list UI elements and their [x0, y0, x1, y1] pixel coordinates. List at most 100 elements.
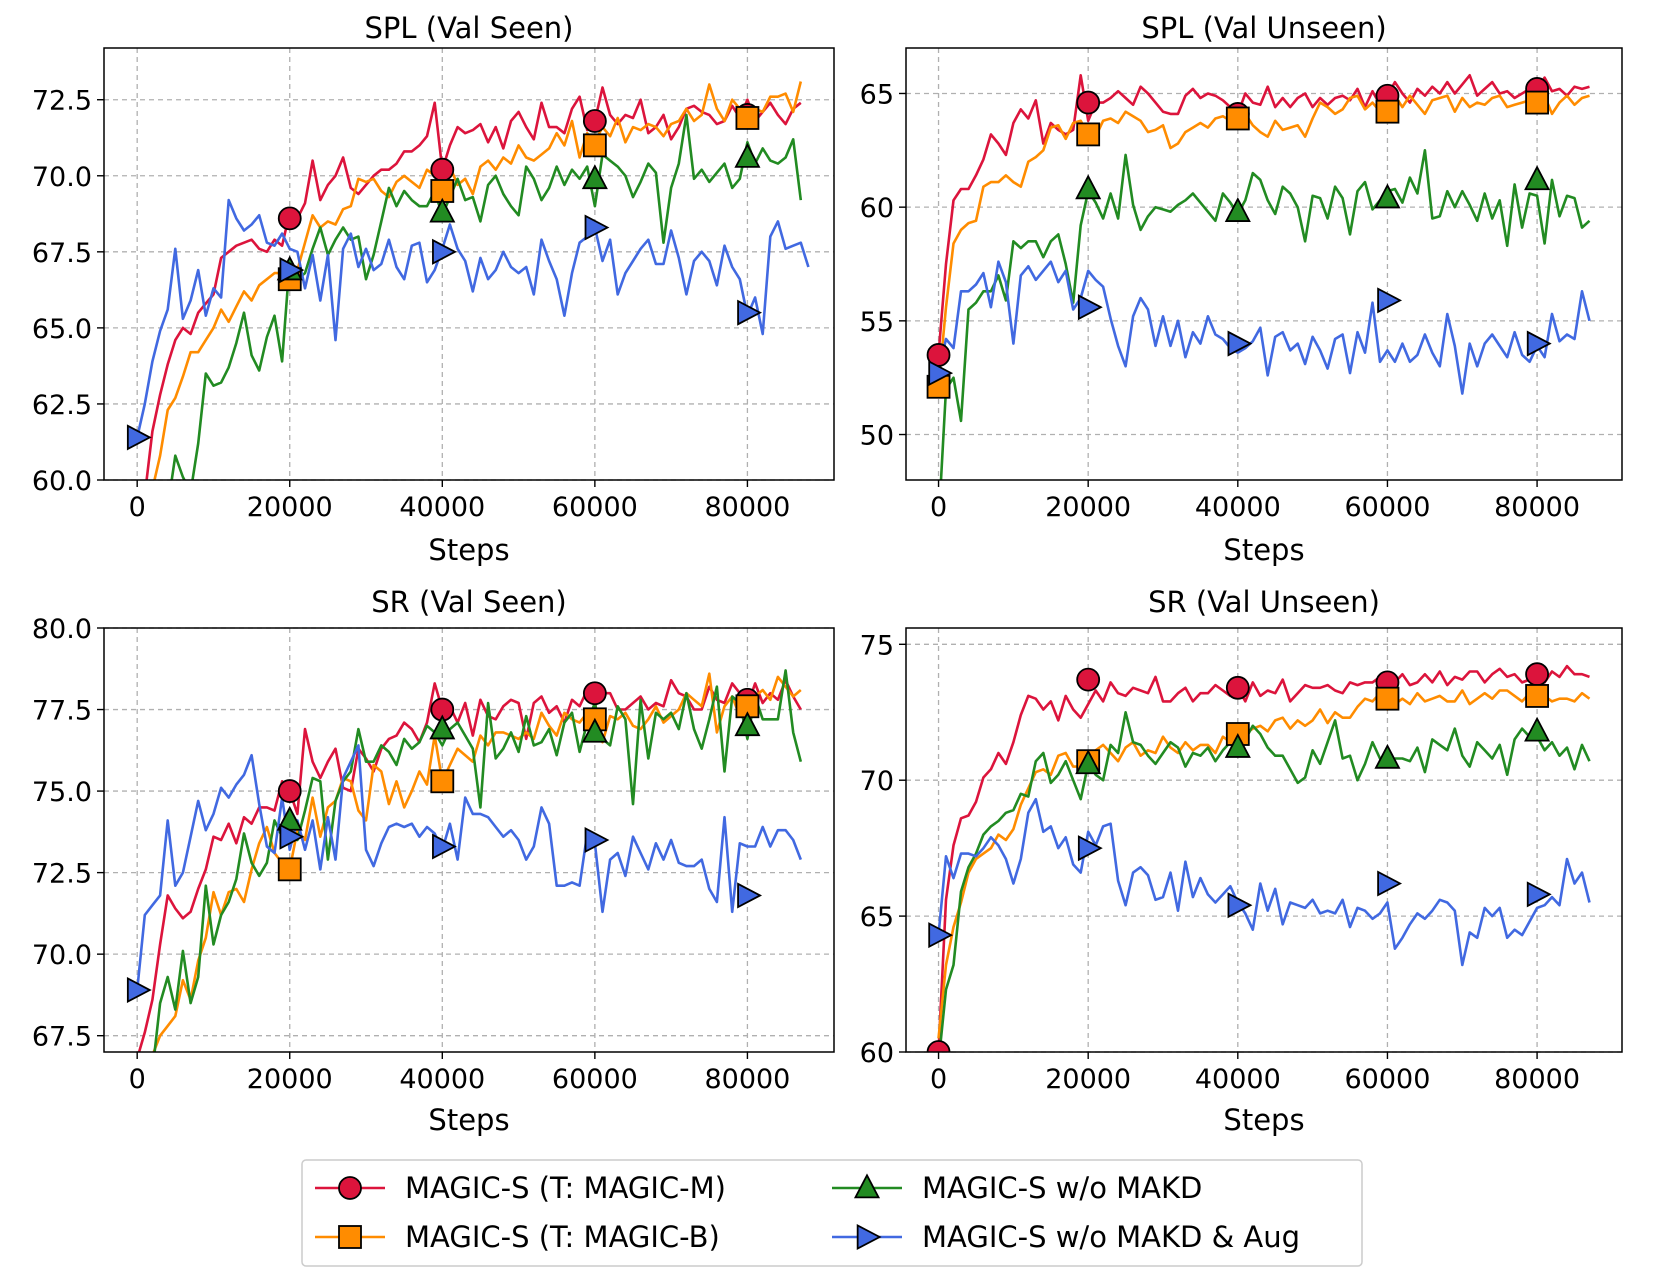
triangle-right-marker [737, 882, 763, 909]
x-axis-label: Steps [428, 533, 509, 567]
triangle-right-marker-icon [856, 1223, 882, 1251]
triangle-up-marker [1075, 174, 1102, 200]
triangle-right-marker [1077, 294, 1103, 321]
plot-area: 0 20000 40000 60000 80000 60.0 62.5 65.0 67.5 70.… [32, 47, 835, 523]
y-tick-label: 70.0 [32, 162, 92, 193]
circle-marker [1076, 667, 1101, 692]
legend-entry: MAGIC-S (T: MAGIC-B) [315, 1220, 720, 1254]
square-marker [1225, 106, 1250, 131]
x-tick-label: 0 [129, 1064, 146, 1095]
axes-frame [905, 47, 1623, 481]
x-tick-label: 80000 [704, 492, 790, 523]
series-line [937, 94, 1590, 387]
circle-marker [926, 1040, 951, 1052]
square-marker [1076, 122, 1101, 147]
circle-marker [277, 206, 302, 231]
y-tick-label: 77.5 [32, 696, 92, 727]
legend-label: MAGIC-S w/o MAKD [922, 1171, 1202, 1205]
triangle-up-marker [1224, 197, 1251, 222]
square-marker [1525, 90, 1549, 115]
triangle-right-marker [1526, 330, 1552, 357]
y-tick-label: 70 [860, 766, 894, 797]
series-line [170, 113, 803, 480]
square-marker [1375, 686, 1400, 711]
x-tick-label: 40000 [1195, 492, 1281, 523]
y-tick-label: 72.5 [32, 859, 92, 890]
y-tick-label: 70.0 [32, 940, 92, 971]
legend-frame [301, 1159, 1363, 1267]
triangle-right-marker [737, 299, 763, 326]
legend-entry: MAGIC-S w/o MAKD & Aug [832, 1220, 1300, 1254]
square-marker-icon [338, 1225, 362, 1249]
circle-marker-icon [338, 1176, 362, 1200]
circle-marker [1225, 675, 1250, 700]
triangle-right-marker [1377, 287, 1403, 314]
triangle-right-marker [1227, 330, 1253, 357]
plot-area: 0 20000 40000 60000 80000 67.5 70.0 72.5 75.0 77.… [32, 614, 835, 1095]
x-tick-label: 20000 [247, 1064, 333, 1095]
x-tick-label: 60000 [1344, 492, 1430, 523]
subplot-sr-val-unseen: SR (Val Unseen) 0 20000 40000 60000 80000 60 6… [860, 585, 1623, 1137]
series-line [938, 710, 1591, 1052]
circle-marker [1525, 662, 1549, 687]
triangle-right-marker [1526, 881, 1552, 908]
subplot-spl-val-seen: SPL (Val Seen) 0 20000 40000 60000 80000 60.0… [32, 11, 835, 567]
triangle-right-marker [1377, 870, 1403, 897]
circle-marker [430, 157, 455, 182]
axes-frame [103, 627, 835, 1053]
legend-label: MAGIC-S (T: MAGIC-B) [405, 1220, 720, 1254]
y-tick-label: 55 [860, 307, 894, 338]
series-line [939, 149, 1591, 480]
triangle-right-marker [279, 257, 305, 284]
triangle-right-marker [856, 1223, 882, 1251]
subplot-title: SPL (Val Seen) [364, 11, 573, 45]
subplot-title: SR (Val Unseen) [1148, 585, 1380, 619]
y-tick-label: 60 [860, 1038, 894, 1069]
legend-entry: MAGIC-S (T: MAGIC-M) [315, 1171, 726, 1205]
x-tick-label: 0 [129, 492, 146, 523]
x-tick-label: 60000 [1344, 1064, 1430, 1095]
axes-frame [103, 47, 835, 481]
circle-marker [338, 1176, 362, 1200]
x-axis-label: Steps [1223, 1103, 1304, 1137]
triangle-up-marker [1524, 165, 1551, 191]
series-line [135, 744, 803, 991]
triangle-right-marker [1227, 892, 1253, 919]
series-line [153, 669, 803, 1052]
series-line [152, 672, 802, 1052]
y-tick-label: 65.0 [32, 314, 92, 345]
legend: MAGIC-S (T: MAGIC-M) MAGIC-S (T: MAGIC-B… [301, 1159, 1363, 1267]
legend-label: MAGIC-S w/o MAKD & Aug [922, 1220, 1300, 1254]
triangle-up-marker [1374, 743, 1401, 769]
y-tick-label: 80.0 [32, 614, 92, 645]
y-tick-label: 65 [860, 79, 894, 110]
triangle-right-marker [432, 833, 457, 860]
triangle-right-marker [584, 214, 610, 241]
y-tick-label: 60 [860, 193, 894, 224]
series-layer [926, 662, 1591, 1052]
y-tick-label: 60.0 [32, 466, 92, 497]
series-layer [126, 81, 810, 480]
x-tick-label: 20000 [247, 492, 333, 523]
y-tick-label: 67.5 [32, 238, 92, 269]
x-tick-label: 20000 [1045, 1064, 1131, 1095]
circle-marker [1076, 90, 1101, 115]
x-tick-label: 0 [930, 492, 947, 523]
triangle-up-marker [429, 197, 456, 223]
circle-marker [582, 681, 607, 706]
square-marker [735, 106, 760, 130]
x-tick-label: 80000 [1494, 492, 1580, 523]
triangle-up-marker [429, 714, 456, 740]
x-tick-label: 20000 [1045, 492, 1131, 523]
y-tick-label: 75.0 [32, 777, 92, 808]
triangle-up-marker [581, 717, 608, 743]
triangle-right-marker [928, 922, 954, 949]
plot-area: 0 20000 40000 60000 80000 60 65 70 75 [860, 627, 1623, 1095]
square-marker [430, 769, 455, 794]
x-tick-label: 60000 [552, 492, 638, 523]
series-line [937, 797, 1591, 967]
x-tick-label: 40000 [399, 1064, 485, 1095]
series-layer [126, 669, 803, 1052]
triangle-up-marker [853, 1173, 881, 1199]
